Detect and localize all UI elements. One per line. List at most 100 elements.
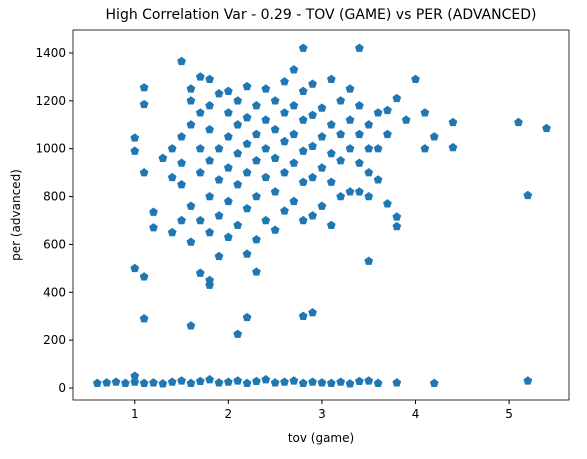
y-tick-label: 0 — [58, 381, 66, 395]
point — [270, 378, 280, 387]
point — [354, 187, 364, 196]
point — [373, 108, 383, 117]
plot-frame — [72, 29, 570, 401]
point — [354, 129, 364, 139]
point — [308, 79, 317, 88]
point — [280, 377, 289, 386]
point — [373, 175, 383, 184]
point — [289, 158, 299, 167]
point — [177, 376, 186, 385]
point — [223, 86, 233, 95]
point — [364, 144, 374, 153]
point — [186, 120, 196, 129]
point — [345, 187, 355, 196]
y-axis-label: per (advanced) — [9, 169, 23, 261]
point — [354, 158, 364, 167]
point — [364, 256, 374, 265]
point — [298, 378, 308, 387]
point — [392, 221, 402, 231]
point — [233, 376, 243, 385]
point — [195, 108, 205, 117]
point — [186, 237, 196, 246]
point — [205, 74, 215, 84]
point — [345, 379, 355, 388]
point — [298, 177, 308, 186]
point — [411, 74, 420, 84]
point — [139, 99, 149, 109]
point — [326, 177, 336, 186]
point — [354, 43, 364, 52]
point — [130, 146, 140, 155]
point — [242, 249, 252, 258]
point — [373, 144, 383, 153]
point — [270, 96, 280, 105]
point — [121, 378, 130, 387]
point — [280, 136, 289, 146]
point — [233, 329, 243, 338]
point — [214, 144, 224, 153]
point — [186, 378, 196, 387]
point — [186, 321, 196, 330]
point — [223, 132, 233, 141]
point — [308, 308, 317, 317]
point — [308, 110, 317, 119]
point — [252, 376, 261, 386]
point — [167, 144, 177, 153]
point — [317, 163, 327, 172]
point — [383, 199, 392, 208]
point — [130, 371, 140, 380]
x-tick-label: 1 — [131, 407, 139, 421]
point — [214, 175, 224, 184]
point — [364, 168, 374, 177]
point — [223, 196, 233, 206]
point — [364, 120, 374, 129]
point — [336, 377, 346, 386]
point — [186, 96, 196, 105]
point — [270, 153, 280, 162]
point — [158, 379, 168, 388]
point — [280, 77, 289, 86]
point — [261, 215, 271, 225]
point — [195, 144, 205, 153]
point — [205, 375, 215, 384]
point — [252, 156, 261, 165]
point — [364, 376, 374, 385]
point — [233, 148, 243, 158]
point — [448, 142, 458, 152]
y-tick-label: 1400 — [35, 46, 66, 60]
point — [139, 83, 149, 92]
y-tick-label: 400 — [43, 285, 66, 299]
point — [420, 108, 430, 117]
point — [195, 376, 205, 386]
point — [280, 168, 289, 177]
x-tick-label: 4 — [412, 407, 420, 421]
point — [111, 377, 121, 386]
point — [130, 263, 140, 273]
point — [130, 133, 140, 142]
point — [242, 203, 252, 213]
point — [392, 212, 402, 221]
y-tick-label: 1200 — [35, 94, 66, 108]
point — [354, 376, 364, 386]
point — [270, 225, 280, 234]
point — [308, 377, 317, 386]
point — [326, 378, 336, 387]
point — [195, 168, 205, 177]
y-tick-label: 200 — [43, 333, 66, 347]
point — [242, 312, 252, 322]
point — [233, 96, 243, 105]
point — [139, 272, 149, 281]
point — [158, 153, 168, 162]
point — [167, 172, 177, 182]
point — [130, 377, 140, 386]
point — [149, 207, 158, 216]
point — [177, 180, 186, 189]
point — [149, 223, 158, 232]
point — [429, 132, 439, 141]
point — [298, 115, 308, 124]
point — [139, 378, 149, 387]
point — [252, 235, 261, 244]
point — [223, 232, 233, 241]
point — [102, 378, 112, 387]
